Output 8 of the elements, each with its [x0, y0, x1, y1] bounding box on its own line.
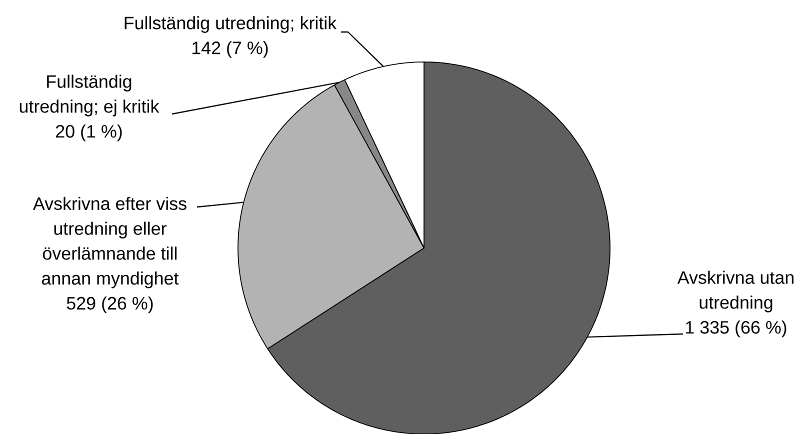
data-label: 142 (7 %) [192, 41, 268, 58]
data-label: 1 335 (66 %) [686, 320, 786, 338]
slice-label: Fullständig utredning; ej kritik [20, 74, 160, 116]
data-label: 20 (1 %) [56, 124, 122, 142]
data-label: 529 (26 %) [66, 296, 153, 314]
slice-label: Avskrivna utan utredning [677, 270, 794, 312]
slice-label: Avskrivna efter viss utredning eller överlämnande till annan myndighet [32, 196, 186, 288]
slice-label: Fullständig utredning; kritik [124, 16, 337, 33]
